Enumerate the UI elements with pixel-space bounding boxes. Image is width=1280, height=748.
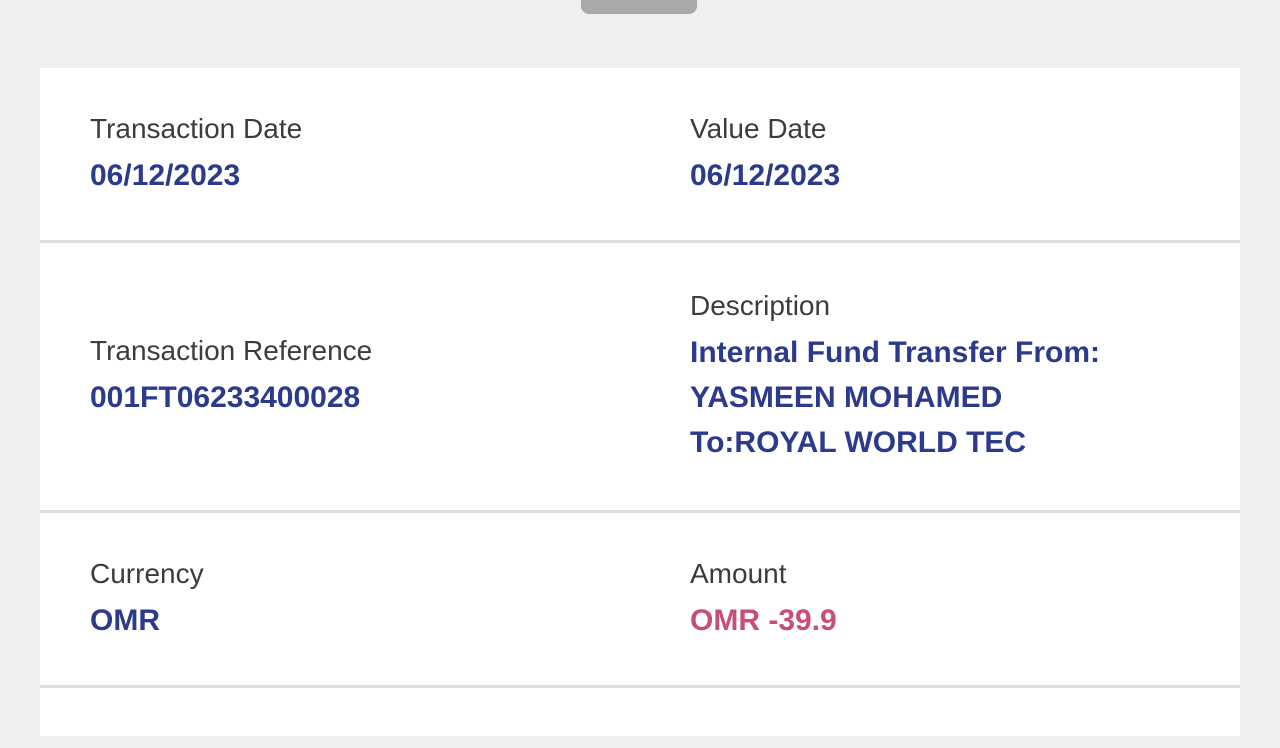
- transaction-date-label: Transaction Date: [90, 112, 303, 144]
- value-date-field: Value Date 06/12/2023: [690, 68, 1240, 240]
- amount-value: OMR -39.9: [690, 603, 837, 637]
- description-value: Internal Fund Transfer From: YASMEEN MOH…: [690, 336, 1101, 459]
- row-currency-amount: Currency OMR Amount OMR -39.9: [40, 513, 1240, 688]
- description-field: Description Internal Fund Transfer From:…: [690, 243, 1240, 510]
- value-date-label: Value Date: [690, 112, 827, 144]
- amount-field: Amount OMR -39.9: [690, 513, 1240, 685]
- row-reference-description: Transaction Reference 001FT06233400028 D…: [40, 243, 1240, 513]
- amount-label: Amount: [690, 557, 787, 589]
- transaction-date-field: Transaction Date 06/12/2023: [90, 68, 690, 240]
- transaction-reference-field: Transaction Reference 001FT06233400028: [90, 243, 690, 510]
- sheet-drag-handle-icon[interactable]: [581, 0, 697, 14]
- transaction-date-value: 06/12/2023: [90, 158, 241, 192]
- currency-label: Currency: [90, 557, 204, 589]
- row-dates: Transaction Date 06/12/2023 Value Date 0…: [40, 68, 1240, 243]
- value-date-value: 06/12/2023: [690, 158, 841, 192]
- transaction-reference-value: 001FT06233400028: [90, 381, 361, 414]
- currency-value: OMR: [90, 603, 160, 637]
- currency-field: Currency OMR: [90, 513, 690, 685]
- transaction-reference-label: Transaction Reference: [90, 335, 373, 366]
- transaction-details-card: Transaction Date 06/12/2023 Value Date 0…: [40, 68, 1240, 736]
- description-label: Description: [690, 290, 831, 321]
- row-next-partial: [40, 688, 1240, 748]
